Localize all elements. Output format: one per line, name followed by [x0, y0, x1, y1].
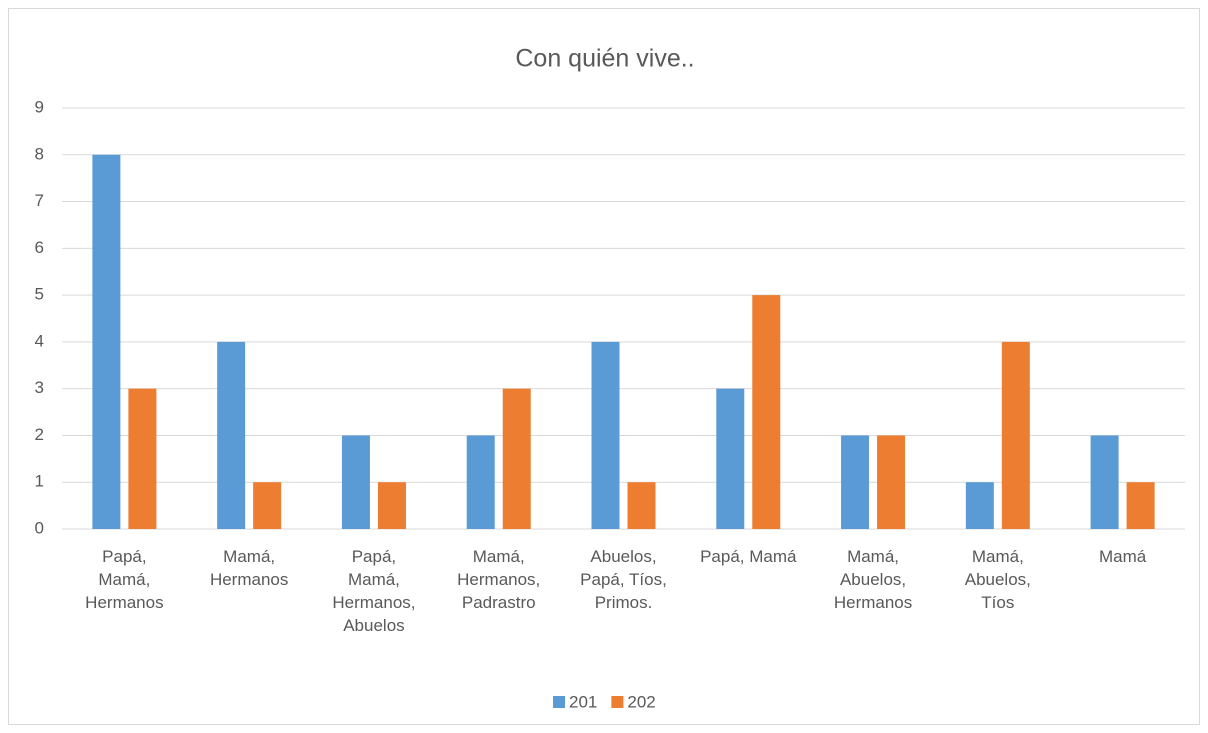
x-tick-label: Mamá, Abuelos, Tíos — [965, 547, 1031, 612]
y-tick-label: 5 — [35, 285, 44, 304]
bar — [92, 154, 121, 529]
bar — [1126, 482, 1155, 529]
legend-swatch — [611, 696, 624, 708]
bar — [466, 435, 495, 529]
y-tick-label: 7 — [35, 191, 44, 210]
bar — [1001, 341, 1030, 529]
bar — [502, 388, 531, 529]
y-tick-label: 9 — [35, 97, 44, 116]
x-tick-label: Mamá, Hermanos, Padrastro — [457, 547, 540, 612]
bar — [752, 295, 781, 529]
legend-label: 202 — [627, 692, 655, 711]
bar — [377, 482, 406, 529]
bar — [965, 482, 994, 529]
x-tick-label: Papá, Mamá, Hermanos — [85, 547, 163, 612]
bar — [341, 435, 370, 529]
y-tick-label: 2 — [35, 425, 44, 444]
bar — [217, 341, 246, 529]
bar — [1090, 435, 1119, 529]
bar — [841, 435, 870, 529]
bar — [716, 388, 745, 529]
bar — [877, 435, 906, 529]
y-tick-label: 1 — [35, 472, 44, 491]
y-tick-label: 0 — [35, 518, 44, 537]
bar — [253, 482, 282, 529]
y-tick-label: 8 — [35, 144, 44, 163]
x-tick-label: Papá, Mamá — [700, 547, 797, 566]
y-tick-label: 6 — [35, 238, 44, 257]
legend-swatch — [553, 696, 565, 708]
bar — [128, 388, 157, 529]
legend-label: 201 — [569, 692, 597, 711]
x-tick-label: Abuelos, Papá, Tíos, Primos. — [580, 547, 667, 612]
x-tick-label: Mamá — [1099, 547, 1147, 566]
bar — [627, 482, 656, 529]
x-tick-label: Papá, Mamá, Hermanos, Abuelos — [332, 547, 415, 635]
y-tick-label: 3 — [35, 378, 44, 397]
y-tick-label: 4 — [35, 331, 44, 350]
bar — [591, 341, 620, 529]
x-tick-label: Mamá, Abuelos, Hermanos — [834, 547, 912, 612]
chart-title: Con quién vive.. — [515, 45, 694, 73]
x-tick-label: Mamá, Hermanos — [210, 547, 288, 589]
